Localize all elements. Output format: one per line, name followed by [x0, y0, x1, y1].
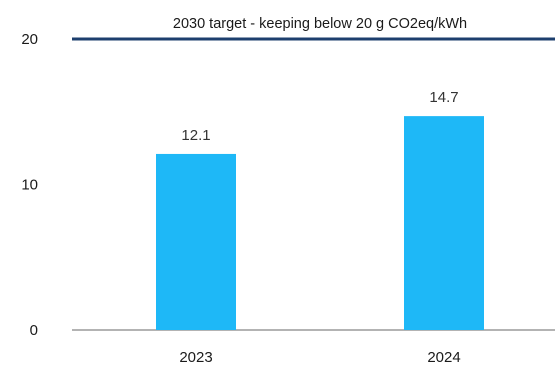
y-tick-label: 0	[30, 322, 38, 339]
value-label-2024: 14.7	[429, 89, 458, 106]
y-tick-label: 20	[21, 31, 38, 48]
y-tick-label: 10	[21, 177, 38, 194]
category-label-2023: 2023	[179, 349, 212, 366]
category-label-2024: 2024	[427, 349, 460, 366]
bar-2024	[404, 116, 484, 331]
y-axis-ticks: 0 10 20	[21, 31, 38, 339]
x-axis-labels: 2023 2024	[179, 349, 460, 366]
target-annotation: 2030 target - keeping below 20 g CO2eq/k…	[173, 16, 467, 32]
value-labels: 12.1 14.7	[181, 89, 458, 144]
value-label-2023: 12.1	[181, 127, 210, 144]
bar-2023	[156, 153, 236, 330]
bars	[156, 116, 484, 331]
